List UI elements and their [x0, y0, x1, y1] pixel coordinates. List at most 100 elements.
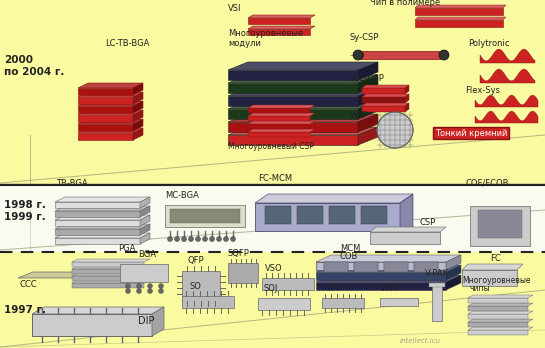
Bar [262, 278, 314, 290]
Circle shape [148, 284, 153, 288]
Polygon shape [55, 197, 150, 202]
Polygon shape [72, 273, 150, 276]
Circle shape [203, 237, 208, 242]
Text: COF/FCOB: COF/FCOB [466, 179, 510, 188]
Polygon shape [18, 272, 163, 278]
Text: чипы: чипы [470, 284, 491, 293]
Bar [324, 262, 348, 272]
Bar [432, 283, 442, 321]
Text: QFP: QFP [188, 256, 204, 265]
Bar [170, 209, 240, 223]
Polygon shape [55, 229, 140, 235]
Text: PGA: PGA [118, 244, 135, 253]
Polygon shape [415, 8, 503, 15]
Text: SO: SO [190, 282, 202, 291]
Text: Тонкий кремний: Тонкий кремний [435, 128, 507, 137]
Polygon shape [228, 96, 358, 106]
Bar [384, 262, 408, 272]
Polygon shape [248, 121, 315, 124]
Polygon shape [228, 109, 358, 119]
Text: TB-BGA: TB-BGA [56, 179, 88, 188]
Polygon shape [468, 306, 528, 311]
Polygon shape [248, 15, 315, 18]
Polygon shape [362, 88, 405, 94]
Text: Многоуровневый CSP: Многоуровневый CSP [228, 142, 314, 151]
Polygon shape [133, 83, 143, 95]
Polygon shape [228, 135, 358, 145]
Polygon shape [475, 95, 538, 107]
Circle shape [181, 237, 186, 242]
Text: COB: COB [340, 252, 359, 261]
Bar [478, 210, 522, 238]
Circle shape [159, 284, 164, 288]
Circle shape [196, 237, 201, 242]
Polygon shape [78, 101, 143, 106]
Polygon shape [152, 307, 164, 336]
Polygon shape [78, 88, 133, 95]
Polygon shape [228, 122, 358, 132]
Circle shape [353, 50, 363, 60]
Polygon shape [362, 97, 405, 103]
Circle shape [125, 288, 130, 293]
Text: VTFP: VTFP [380, 284, 401, 293]
Polygon shape [316, 265, 461, 272]
Bar [228, 263, 258, 283]
Text: модули: модули [228, 39, 261, 48]
Circle shape [439, 50, 449, 60]
Text: 2000
по 2004 г.: 2000 по 2004 г. [4, 55, 64, 77]
Bar [380, 298, 418, 306]
Polygon shape [358, 51, 364, 59]
Polygon shape [133, 110, 143, 122]
Polygon shape [78, 83, 143, 88]
Polygon shape [72, 276, 144, 281]
Polygon shape [255, 194, 413, 203]
Polygon shape [248, 113, 315, 116]
Polygon shape [358, 75, 378, 93]
Polygon shape [55, 220, 140, 226]
Bar [462, 270, 517, 286]
Polygon shape [362, 103, 409, 106]
Polygon shape [133, 128, 143, 140]
Text: FC-MCM: FC-MCM [258, 174, 292, 183]
Polygon shape [78, 115, 133, 122]
Polygon shape [248, 132, 310, 137]
Text: Многоуровневые: Многоуровневые [462, 276, 530, 285]
Polygon shape [248, 105, 315, 108]
Polygon shape [248, 18, 310, 24]
Polygon shape [72, 283, 144, 288]
Polygon shape [415, 20, 503, 27]
Text: LC-TB-BGA: LC-TB-BGA [105, 39, 149, 48]
Circle shape [223, 237, 228, 242]
Polygon shape [55, 202, 140, 208]
Circle shape [136, 288, 142, 293]
Polygon shape [316, 262, 446, 270]
Polygon shape [358, 62, 378, 80]
Polygon shape [468, 314, 528, 319]
Circle shape [167, 237, 173, 242]
Polygon shape [400, 194, 413, 231]
Polygon shape [55, 238, 140, 244]
Polygon shape [78, 119, 143, 124]
Bar [360, 51, 440, 59]
Polygon shape [468, 295, 533, 298]
Polygon shape [248, 108, 310, 113]
Polygon shape [442, 51, 448, 59]
Polygon shape [405, 103, 409, 112]
Polygon shape [248, 29, 310, 35]
Text: SQFP: SQFP [228, 249, 250, 258]
Polygon shape [133, 119, 143, 131]
Polygon shape [358, 101, 378, 119]
Circle shape [189, 237, 193, 242]
Bar [429, 283, 445, 287]
Text: DIP: DIP [138, 316, 154, 326]
Polygon shape [72, 280, 150, 283]
Bar [265, 206, 291, 224]
Polygon shape [228, 101, 378, 109]
Polygon shape [140, 206, 150, 217]
Circle shape [231, 237, 235, 242]
Bar [182, 296, 234, 308]
Polygon shape [78, 128, 143, 133]
Text: MCM: MCM [340, 244, 360, 253]
Polygon shape [55, 206, 150, 211]
Polygon shape [405, 94, 409, 103]
